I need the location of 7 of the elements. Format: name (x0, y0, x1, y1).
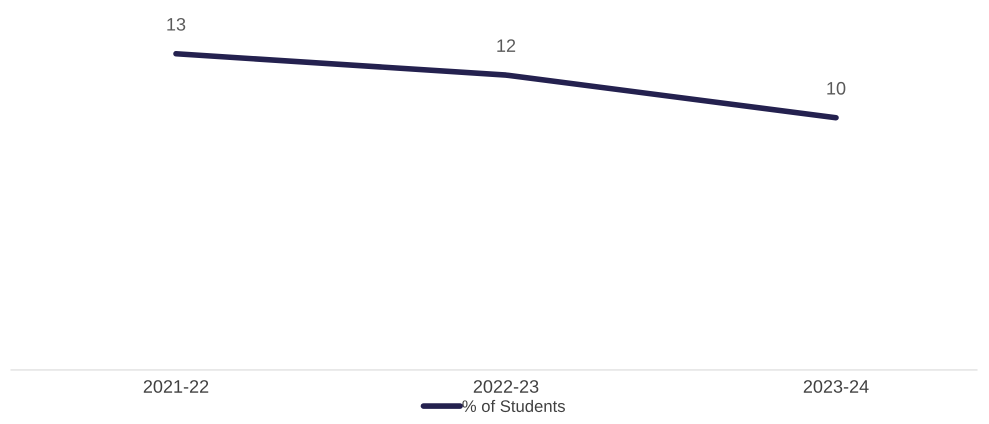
legend-label: % of Students (462, 400, 565, 412)
data-label: 13 (167, 18, 186, 31)
data-label: 10 (827, 82, 846, 95)
data-label: 12 (497, 39, 516, 52)
x-tick-label: 2022-23 (474, 380, 538, 393)
x-tick-label: 2021-22 (144, 380, 208, 393)
x-tick-label: 2023-24 (804, 380, 869, 393)
